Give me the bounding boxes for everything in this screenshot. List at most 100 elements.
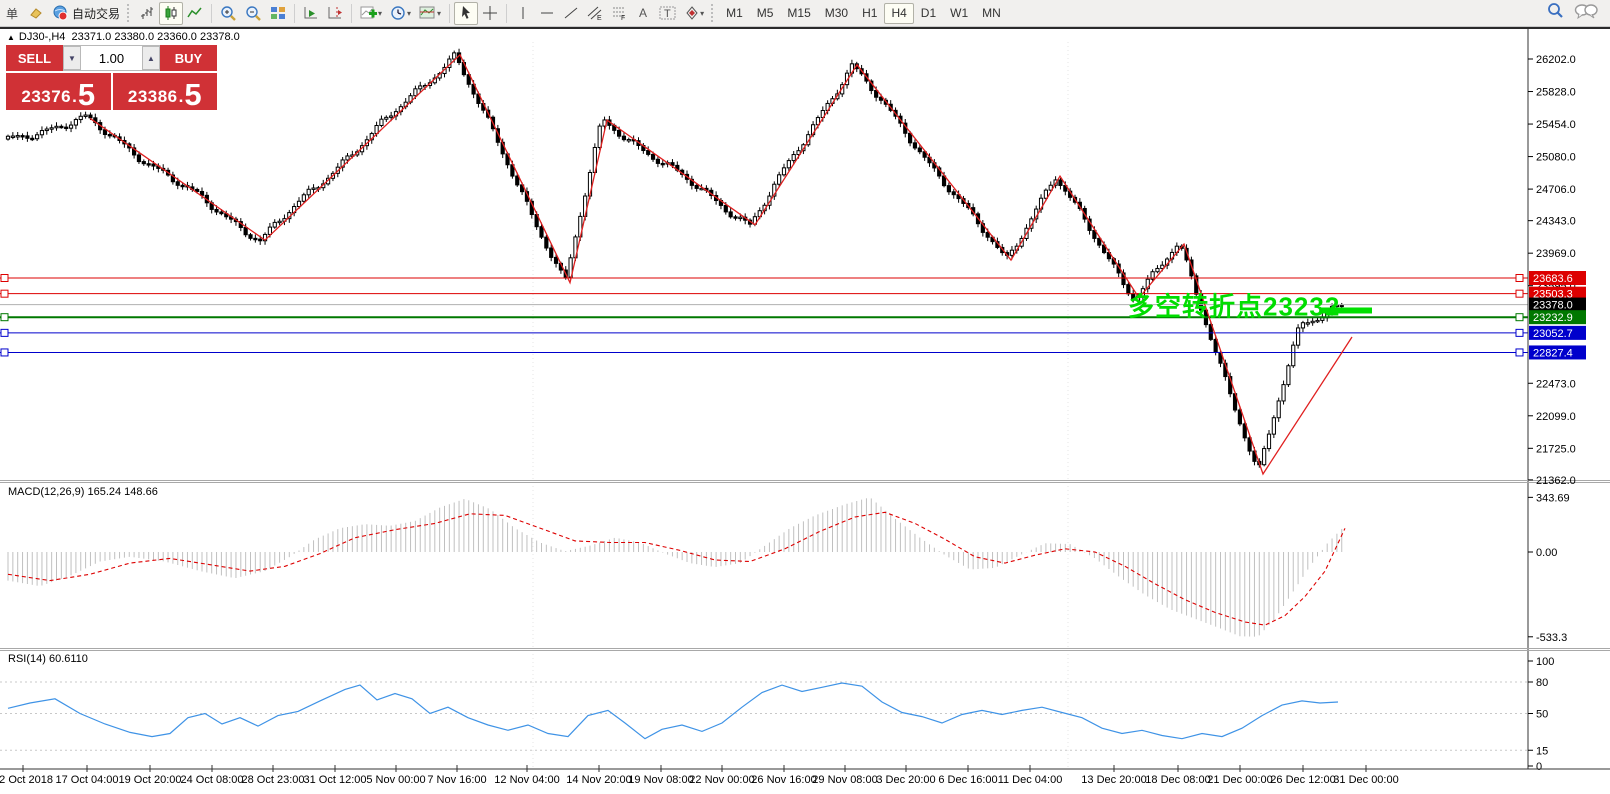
vertical-line-button[interactable] <box>511 2 535 25</box>
candle-body <box>1058 179 1063 186</box>
add-indicator-icon <box>360 5 378 21</box>
candle-body <box>389 115 394 118</box>
time-tick-label: 29 Nov 08:00 <box>812 774 877 786</box>
candle-body <box>151 163 156 167</box>
timeframe-M1[interactable]: M1 <box>726 6 743 20</box>
candle-body <box>83 114 88 117</box>
sell-price-main: 23376 <box>21 87 72 106</box>
price-tick-label: 24706.0 <box>1536 184 1576 196</box>
chart-canvas[interactable]: 多空转折点23232 26202.025828.025454.025080.02… <box>0 28 1610 794</box>
candle-body <box>39 130 45 136</box>
sell-price-button[interactable]: 23376. 5 <box>6 73 111 110</box>
candle-body <box>146 163 151 166</box>
equidistant-channel-button[interactable]: E <box>583 2 607 25</box>
macd-signal-line <box>7 511 1346 626</box>
candle-body <box>175 181 180 186</box>
volume-increase-button[interactable]: ▲ <box>142 46 160 70</box>
bar-chart-button[interactable] <box>135 2 159 25</box>
candle-body <box>248 234 253 239</box>
candle-body <box>20 135 25 138</box>
text-button[interactable]: A <box>631 2 655 25</box>
cursor-button[interactable] <box>454 1 479 25</box>
candle-body <box>1048 184 1053 191</box>
svg-text:A: A <box>639 6 647 20</box>
sell-button[interactable]: SELL <box>6 45 63 71</box>
svg-text:F: F <box>621 15 625 21</box>
macd-label: MACD(12,26,9) 165.24 148.66 <box>8 486 158 498</box>
price-axis[interactable]: 26202.0 25828.0 25454.0 25080.0 24706.0 24343… <box>0 29 1610 773</box>
candle-body <box>908 132 913 144</box>
dropdown-arrow-icon: ▾ <box>407 8 412 18</box>
add-indicator-button[interactable]: ▾ <box>356 2 386 25</box>
auto-trading-button[interactable]: 自动交易 <box>48 2 124 25</box>
candle-body <box>553 256 559 264</box>
zoom-out-icon <box>245 5 262 22</box>
candle-body <box>15 135 20 138</box>
chart-shift-button[interactable] <box>323 2 347 25</box>
search-icon[interactable] <box>1546 2 1564 25</box>
candle-body <box>840 84 845 95</box>
timeframe-D1[interactable]: D1 <box>920 6 937 20</box>
periods-button[interactable]: ▾ <box>386 2 415 25</box>
candle-body <box>650 153 656 160</box>
new-order-button[interactable]: 单 <box>0 2 24 25</box>
auto-scroll-button[interactable] <box>299 2 323 25</box>
time-tick-label: 12 Nov 04:00 <box>494 774 559 786</box>
timeframe-MN[interactable]: MN <box>982 6 1001 20</box>
timeframe-W1[interactable]: W1 <box>950 6 969 20</box>
rsi-label: RSI(14) 60.6110 <box>8 653 88 665</box>
trendline-button[interactable] <box>559 2 583 25</box>
timeframe-M5[interactable]: M5 <box>756 6 774 20</box>
rsi-pane[interactable] <box>0 681 1528 751</box>
volume-value: 1.00 <box>98 50 125 66</box>
candle-body <box>64 126 69 130</box>
fibonacci-button[interactable]: F <box>607 2 631 25</box>
buy-button[interactable]: BUY <box>160 45 217 71</box>
toolbar-grip <box>127 4 132 22</box>
timeframe-H1[interactable]: H1 <box>862 6 878 20</box>
auto-trading-label: 自动交易 <box>72 6 121 21</box>
candlestick-chart-button[interactable] <box>159 1 184 25</box>
line-handle <box>1515 348 1524 357</box>
notebook-button[interactable] <box>24 2 48 25</box>
main-toolbar: 单 自动交易 <box>0 0 1610 27</box>
price-tick-label: 23969.0 <box>1536 248 1576 260</box>
line-handle <box>1515 274 1524 282</box>
collapse-arrow-icon[interactable]: ▲ <box>7 33 15 42</box>
zoom-out-button[interactable] <box>241 2 266 25</box>
tile-windows-button[interactable] <box>266 2 290 25</box>
chart-window-top-border <box>0 27 1610 29</box>
line-handle <box>0 348 9 357</box>
tile-windows-icon <box>270 5 286 21</box>
buy-price-button[interactable]: 23386. 5 <box>112 73 217 110</box>
trendline-icon <box>563 5 579 21</box>
candle-body <box>107 133 112 137</box>
candle-body <box>345 155 350 161</box>
timeframe-H4[interactable]: H4 <box>884 2 914 24</box>
arrows-button[interactable]: ▾ <box>681 2 708 25</box>
price-tick-label: 21362.0 <box>1536 475 1576 487</box>
chart-subwindow-header[interactable]: ▲ DJ30-,H4 23371.0 23380.0 23360.0 23378.… <box>7 31 240 43</box>
candle-body <box>549 247 554 258</box>
candle-body <box>796 150 801 156</box>
fibonacci-icon: F <box>611 5 627 21</box>
main-chart-pane[interactable]: 多空转折点23232 <box>0 42 1528 768</box>
candle-body <box>728 211 733 218</box>
zoom-in-button[interactable] <box>216 2 241 25</box>
chart-shift-icon <box>327 5 343 21</box>
timeframe-M30[interactable]: M30 <box>824 6 849 20</box>
text-label-button[interactable]: T <box>655 2 681 25</box>
crosshair-button[interactable] <box>478 2 502 25</box>
templates-button[interactable]: ▾ <box>415 2 445 25</box>
candle-body <box>1092 229 1097 239</box>
buy-price-dot: . <box>178 87 184 106</box>
line-chart-button[interactable] <box>183 2 207 25</box>
candle-body <box>568 257 573 278</box>
macd-pane[interactable] <box>7 498 1346 637</box>
horizontal-line-button[interactable] <box>535 2 559 25</box>
chat-icon[interactable] <box>1574 2 1598 25</box>
timeframe-M15[interactable]: M15 <box>787 6 811 20</box>
volume-field[interactable]: 1.00 <box>81 46 142 70</box>
volume-decrease-button[interactable]: ▼ <box>63 46 81 70</box>
